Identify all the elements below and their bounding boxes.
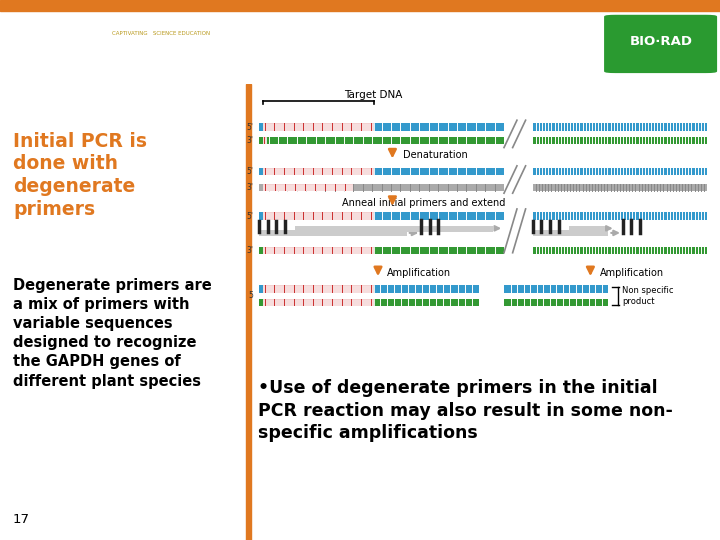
Bar bbox=[246, 84, 251, 540]
Text: 5': 5' bbox=[246, 123, 253, 132]
Bar bbox=[533, 124, 707, 131]
Text: •Use of degenerate primers in the initial
PCR reaction may also result in some n: •Use of degenerate primers in the initia… bbox=[258, 380, 672, 442]
Bar bbox=[259, 124, 504, 131]
Text: CAPTIVATING   SCIENCE EDUCATION: CAPTIVATING SCIENCE EDUCATION bbox=[112, 31, 210, 36]
Bar bbox=[259, 167, 504, 175]
Bar bbox=[295, 226, 493, 232]
Text: 5: 5 bbox=[248, 292, 253, 300]
Bar bbox=[533, 137, 707, 144]
Bar bbox=[533, 212, 707, 220]
Text: BIO·RAD: BIO·RAD bbox=[629, 35, 693, 49]
Text: 3': 3' bbox=[246, 136, 253, 145]
Bar bbox=[259, 230, 407, 236]
Bar bbox=[259, 184, 504, 191]
Text: Degenerate primers are
a mix of primers with
variable sequences
designed to reco: Degenerate primers are a mix of primers … bbox=[13, 278, 212, 389]
Bar bbox=[263, 285, 374, 293]
Bar bbox=[504, 299, 608, 306]
Text: Amplification: Amplification bbox=[600, 268, 664, 278]
Text: 17: 17 bbox=[13, 514, 30, 526]
Bar bbox=[0, 0, 720, 11]
Bar bbox=[263, 124, 374, 131]
Text: Explorer: Explorer bbox=[18, 55, 103, 72]
Bar bbox=[263, 247, 374, 254]
Bar bbox=[263, 137, 266, 144]
Bar bbox=[259, 285, 479, 293]
Bar bbox=[259, 212, 504, 220]
Bar bbox=[569, 226, 605, 232]
Bar bbox=[259, 247, 504, 254]
Bar bbox=[263, 184, 353, 191]
Text: Anneal initial primers and extend: Anneal initial primers and extend bbox=[342, 198, 505, 208]
Bar bbox=[533, 184, 707, 191]
Bar bbox=[533, 247, 707, 254]
Bar bbox=[259, 299, 479, 306]
Text: Biotechnology: Biotechnology bbox=[18, 19, 148, 34]
Text: 5': 5' bbox=[246, 212, 253, 220]
Text: Initial PCR is
done with
degenerate
primers: Initial PCR is done with degenerate prim… bbox=[13, 132, 147, 219]
Bar bbox=[533, 230, 608, 236]
Bar bbox=[504, 285, 608, 293]
Text: 3': 3' bbox=[246, 246, 253, 255]
Text: Target DNA: Target DNA bbox=[343, 90, 402, 100]
Bar bbox=[263, 167, 374, 175]
Text: 5': 5' bbox=[246, 167, 253, 176]
Text: 3': 3' bbox=[246, 183, 253, 192]
Bar bbox=[533, 167, 707, 175]
Bar bbox=[263, 212, 374, 220]
Bar bbox=[263, 299, 374, 306]
Text: Non specific
product: Non specific product bbox=[622, 286, 674, 306]
Text: Denaturation: Denaturation bbox=[403, 150, 468, 160]
FancyBboxPatch shape bbox=[605, 16, 716, 72]
Text: Amplification: Amplification bbox=[387, 268, 451, 278]
Bar bbox=[259, 137, 504, 144]
